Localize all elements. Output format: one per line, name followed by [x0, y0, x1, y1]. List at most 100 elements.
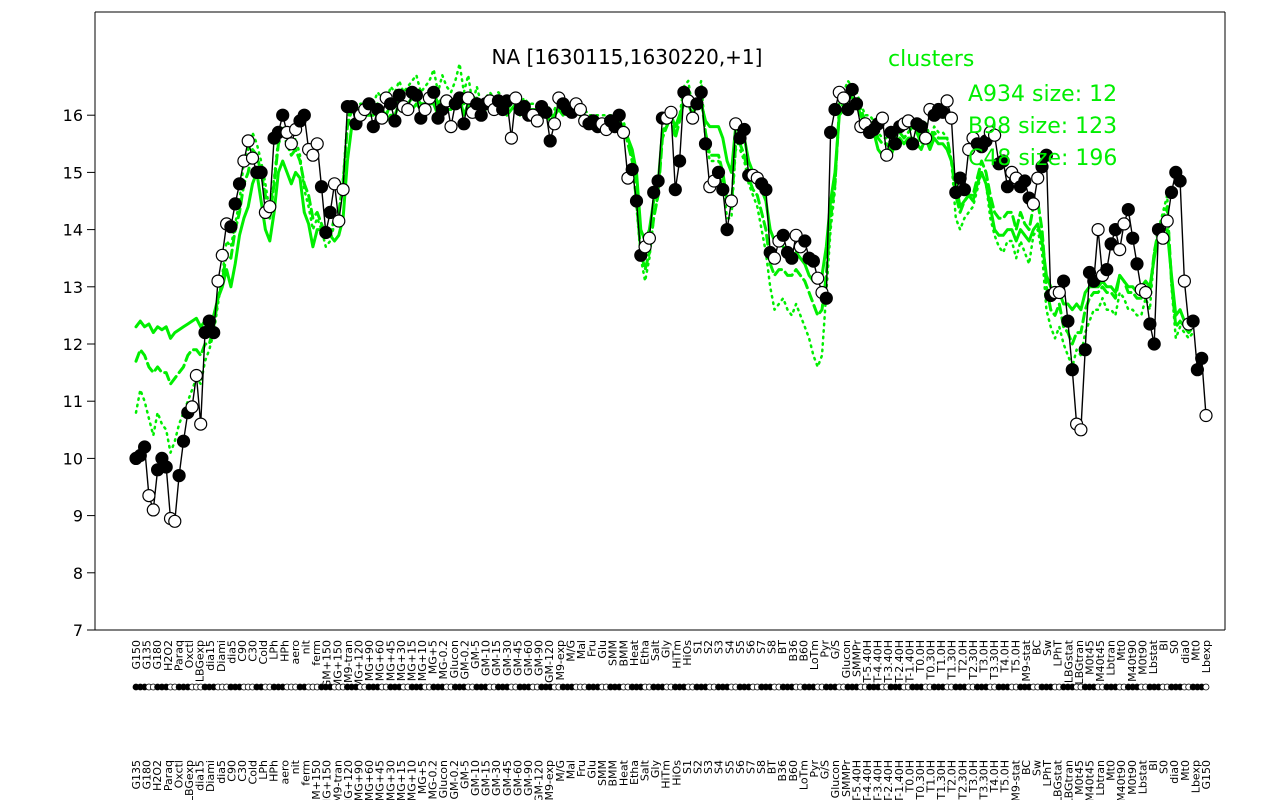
x-tick-label: MG+30 [395, 640, 408, 681]
data-point [332, 214, 346, 228]
x-tick-label: GM+150 [321, 640, 334, 688]
x-tick-label-lower: Fru [575, 760, 588, 777]
x-tick-label-lower: BC [1020, 760, 1033, 775]
x-tick-label-lower: MG+5 [416, 760, 429, 794]
x-tick-label-lower: Diami [204, 760, 217, 792]
x-tick-label-lower: C30 [236, 760, 249, 782]
x-tick-label-lower: T-1.40H [893, 760, 906, 800]
data-point [845, 82, 859, 97]
data-point [314, 180, 329, 194]
data-point [409, 88, 423, 102]
x-tick-label-lower: SMM [596, 760, 609, 786]
x-tick-label: LBGexp [194, 640, 207, 682]
data-point [336, 183, 350, 197]
legend-entry-a934: A934 size: 12 [968, 82, 1117, 107]
x-tick-label: T-1.40H [903, 640, 916, 683]
x-tick-label: G180 [151, 640, 164, 670]
x-tick-label: Glucon [840, 640, 853, 678]
x-tick-label-lower: G/S [819, 760, 832, 779]
x-tick-label: H2O2 [162, 640, 175, 671]
x-tick-label: Lbstat [1147, 639, 1160, 674]
x-tick-label-lower: BT [766, 760, 779, 775]
x-tick-label: G/S [829, 640, 842, 659]
x-tick-label: T2.30H [967, 640, 980, 680]
y-tick-label: 8 [73, 564, 83, 583]
data-point [207, 326, 221, 340]
x-tick-label-lower: SMMPr [840, 760, 853, 797]
x-tick-label: S7 [755, 640, 768, 654]
x-tick-label: M9-stat [1020, 639, 1033, 681]
x-tick-label: LoTm [808, 640, 821, 670]
x-tick-label-lower: MG+15 [395, 760, 408, 800]
data-point [1199, 408, 1213, 423]
x-tick-label-lower: S5 [723, 760, 736, 774]
data-point [1156, 231, 1170, 245]
data-point [905, 137, 920, 151]
x-tick-label: Diami [215, 640, 228, 672]
x-tick-label: S6 [745, 640, 758, 654]
x-axis-labels: G150G135G135G180G180H2O2H2O2ParaqParaqOx… [130, 639, 1213, 800]
x-tick-label-lower: BI [1147, 760, 1160, 771]
data-point [1113, 243, 1127, 257]
x-tick-label-lower: T1.0H [925, 760, 938, 793]
x-tick-label: M40t90 [1126, 640, 1139, 682]
x-tick-label: T0.30H [925, 640, 938, 680]
data-point [530, 114, 544, 128]
x-tick-label: C90 [236, 640, 249, 662]
y-tick-label: 11 [63, 392, 83, 411]
legend-entry-c48: C48 size: 196 [968, 146, 1117, 171]
x-tick-label: ferm [310, 640, 323, 666]
x-tick-label: MG+45 [384, 640, 397, 681]
x-tick-label: Mt0 [1115, 640, 1128, 661]
data-point [1061, 314, 1075, 328]
data-point [444, 119, 458, 134]
x-tick-label-lower: MG+30 [384, 760, 397, 800]
x-tick-label-lower: T-2.40H [882, 760, 895, 800]
data-point [474, 108, 488, 122]
x-tick-label: aero [289, 640, 302, 665]
data-point [202, 314, 216, 328]
x-tick-label: T1.30H [946, 640, 959, 680]
x-tick-label: nit [300, 639, 313, 654]
x-tick-label: BC [1031, 640, 1044, 655]
x-tick-label-lower: Salt [639, 759, 652, 781]
data-point [573, 102, 588, 117]
data-point [1138, 285, 1153, 300]
x-tick-label: S1 [692, 640, 705, 654]
plot-box [94, 11, 1226, 631]
x-tick-label: LBGtran [1073, 640, 1086, 685]
x-tick-label-lower: HiTm [660, 760, 673, 789]
x-tick-label: MG+5 [427, 640, 440, 674]
x-tick-label-lower: Glucon [437, 760, 450, 798]
data-point [543, 134, 557, 148]
data-point [1078, 343, 1092, 357]
data-point [672, 154, 687, 168]
data-point [159, 460, 173, 474]
x-tick-label: MG+120 [353, 640, 366, 688]
x-tick-label-lower: aero [278, 760, 291, 785]
data-point [828, 102, 842, 117]
x-tick-label: GM-0.2 [458, 640, 471, 679]
data-point [138, 440, 152, 454]
data-point [1065, 363, 1079, 377]
x-tick-label-lower: GM-0.2 [448, 760, 461, 799]
data-point [1195, 351, 1209, 365]
x-tick-label: GM-60 [522, 640, 535, 676]
x-tick-label: Sw [1041, 640, 1054, 656]
x-tick-label: M0t45 [1084, 640, 1097, 675]
x-tick-label-lower: T2.0H [946, 760, 959, 793]
data-point [711, 165, 726, 179]
x-tick-label-lower: T4.0H [988, 760, 1001, 793]
x-tick-label-lower: dia5 [215, 760, 228, 784]
x-tick-label-lower: GM-90 [522, 760, 535, 796]
data-point [504, 131, 518, 145]
data-point [806, 254, 821, 268]
x-tick-label: BT [776, 640, 789, 655]
x-tick-label: GM-15 [490, 640, 503, 676]
x-tick-label-lower: BMM [607, 760, 620, 787]
data-point [1173, 174, 1187, 188]
data-point [142, 489, 156, 503]
x-tick-label: M40t45 [1094, 640, 1107, 682]
x-tick-label-lower: LBGtran [1062, 760, 1075, 800]
data-point [1031, 171, 1045, 185]
